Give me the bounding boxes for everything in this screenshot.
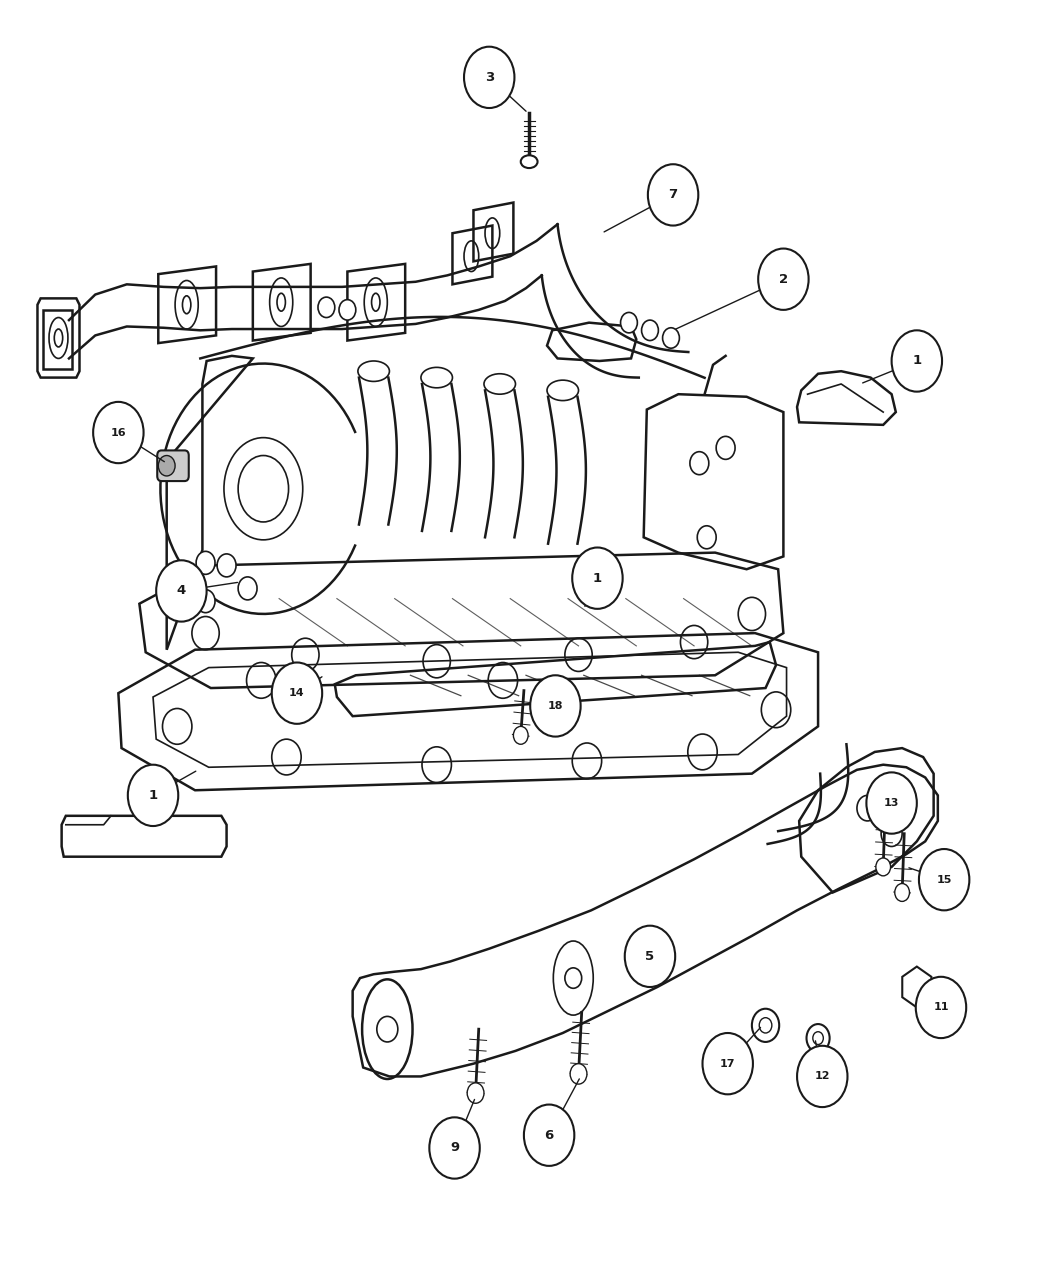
Circle shape: [271, 663, 322, 724]
Circle shape: [196, 590, 215, 613]
FancyBboxPatch shape: [157, 450, 188, 481]
Text: 12: 12: [814, 1072, 830, 1082]
Ellipse shape: [547, 380, 579, 400]
Polygon shape: [903, 967, 931, 1008]
Circle shape: [916, 977, 966, 1039]
Circle shape: [919, 849, 969, 911]
Ellipse shape: [358, 361, 389, 381]
Circle shape: [513, 726, 528, 744]
Circle shape: [156, 560, 206, 622]
Text: 13: 13: [884, 798, 899, 808]
Circle shape: [524, 1105, 574, 1166]
Text: 1: 1: [148, 789, 158, 802]
Text: 7: 7: [668, 188, 677, 201]
Circle shape: [892, 330, 942, 391]
Circle shape: [570, 1064, 587, 1085]
Ellipse shape: [421, 367, 452, 388]
Text: 16: 16: [110, 427, 126, 437]
Text: 4: 4: [177, 585, 186, 597]
Circle shape: [128, 765, 178, 826]
Text: 18: 18: [548, 701, 563, 711]
Circle shape: [530, 675, 581, 737]
Circle shape: [758, 248, 809, 310]
Circle shape: [621, 312, 638, 333]
Circle shape: [572, 547, 623, 609]
Text: 15: 15: [936, 875, 952, 885]
Circle shape: [895, 884, 910, 902]
Text: 1: 1: [912, 354, 922, 367]
Circle shape: [697, 526, 716, 549]
Text: 5: 5: [646, 950, 654, 963]
Circle shape: [690, 451, 709, 475]
Circle shape: [467, 1083, 484, 1104]
Text: 14: 14: [289, 688, 305, 698]
Text: 9: 9: [450, 1141, 459, 1155]
Circle shape: [217, 554, 236, 577]
Circle shape: [807, 1024, 830, 1053]
Circle shape: [867, 773, 917, 834]
Circle shape: [703, 1033, 753, 1095]
Circle shape: [797, 1046, 848, 1108]
Text: 1: 1: [593, 572, 602, 585]
Text: 17: 17: [720, 1059, 735, 1069]
Circle shape: [892, 780, 913, 806]
Circle shape: [464, 47, 514, 107]
Circle shape: [158, 455, 175, 476]
Circle shape: [876, 858, 891, 876]
Text: 2: 2: [778, 272, 788, 285]
Circle shape: [318, 297, 335, 317]
Circle shape: [882, 821, 903, 847]
Text: 11: 11: [933, 1003, 949, 1013]
Circle shape: [238, 577, 257, 600]
Circle shape: [663, 327, 680, 348]
Circle shape: [429, 1118, 480, 1179]
Circle shape: [716, 436, 735, 459]
Ellipse shape: [484, 373, 515, 394]
Circle shape: [94, 402, 143, 463]
Circle shape: [625, 926, 675, 987]
Circle shape: [648, 164, 699, 225]
Circle shape: [752, 1009, 780, 1042]
Text: 3: 3: [485, 70, 493, 84]
Circle shape: [196, 551, 215, 574]
Circle shape: [339, 299, 356, 320]
Circle shape: [857, 796, 878, 821]
Ellipse shape: [521, 155, 538, 168]
Text: 6: 6: [545, 1128, 553, 1142]
Circle shape: [642, 320, 659, 340]
